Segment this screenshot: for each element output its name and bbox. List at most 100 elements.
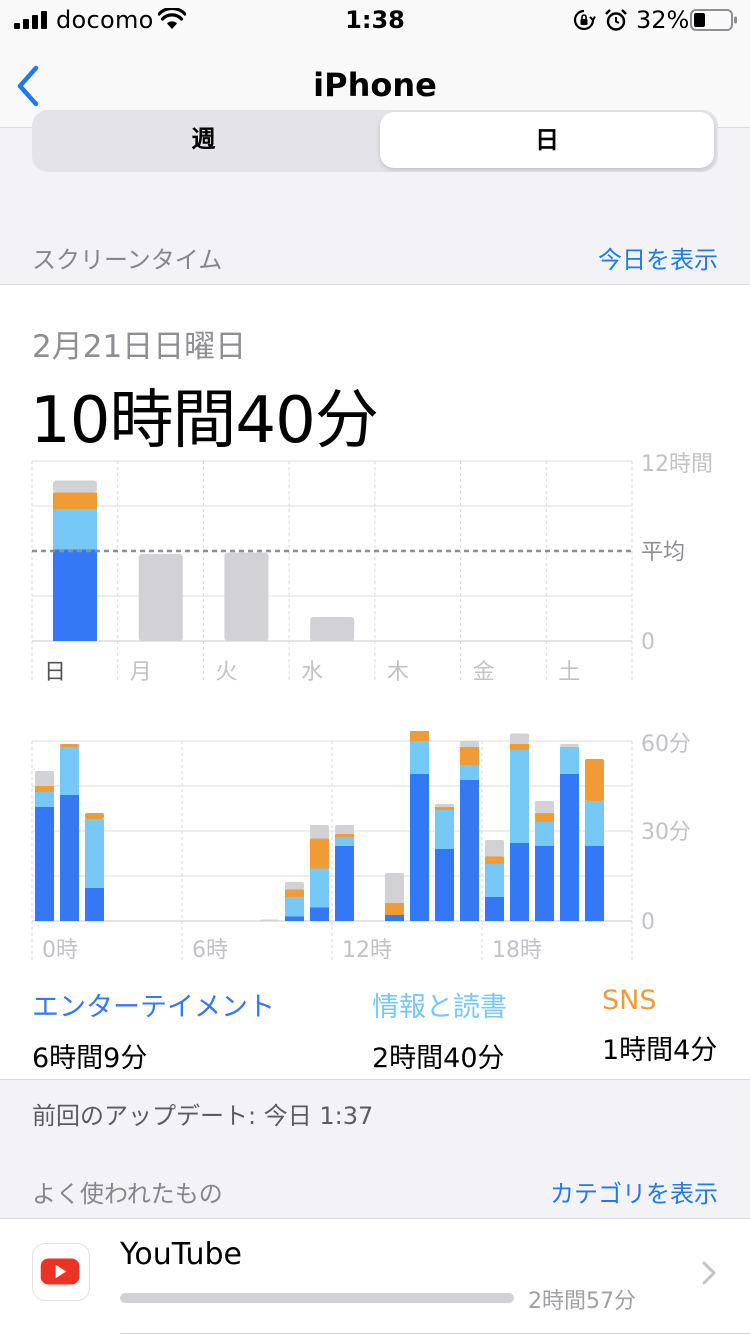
show-today-link[interactable]: 今日を表示 (598, 246, 718, 274)
bar-segment (310, 868, 329, 908)
total-screen-time: 10時間40分 (30, 384, 379, 458)
bar-segment (35, 771, 54, 786)
bar-segment (585, 846, 604, 921)
bar-segment (285, 889, 304, 897)
bar-segment (310, 617, 355, 641)
battery-percentage: 32% (636, 6, 690, 34)
bar-segment (60, 795, 79, 921)
bar-segment (53, 509, 97, 550)
bar-segment (310, 907, 329, 921)
most-used-header: よく使われたもの (32, 1180, 223, 1208)
signal-icon (14, 11, 47, 29)
page-title: iPhone (313, 66, 437, 104)
category-entertainment: エンターテイメント 6時間9分 (32, 985, 275, 1075)
category-time: 2時間40分 (372, 1043, 505, 1074)
bar-segment (224, 552, 269, 641)
day-label: 金 (473, 660, 495, 681)
app-usage-time: 2時間57分 (528, 1289, 636, 1314)
bar-segment (410, 774, 429, 921)
bar-segment (310, 825, 329, 839)
x-tick-label: 18時 (492, 938, 542, 963)
category-time: 1時間4分 (602, 1035, 718, 1066)
category-name: エンターテイメント (32, 992, 275, 1023)
day-label: 木 (387, 660, 409, 681)
bar-segment (85, 888, 104, 921)
y-tick-label: 12時間 (641, 452, 713, 477)
bar-segment (335, 846, 354, 921)
category-name: SNS (602, 985, 657, 1016)
hourly-usage-chart[interactable]: 0時 6時 12時 18時 60分 30分 0 (0, 731, 750, 981)
bar-segment (535, 822, 554, 846)
bar-segment (510, 750, 529, 843)
day-label: 土 (558, 660, 580, 681)
battery-icon (690, 9, 737, 31)
bar-segment (85, 819, 104, 888)
bar-segment (410, 731, 429, 741)
bar-segment (535, 813, 554, 822)
bar-segment (510, 744, 529, 750)
x-tick-label: 6時 (192, 938, 228, 963)
bar-segment (560, 744, 579, 747)
app-name: YouTube (120, 1237, 242, 1272)
rotation-lock-icon (573, 9, 596, 31)
y-tick-label: 60分 (641, 732, 691, 757)
segment-day[interactable]: 日 (380, 112, 714, 168)
bar-segment (335, 825, 354, 834)
youtube-icon (32, 1243, 90, 1301)
bar-segment (385, 915, 404, 921)
app-row-youtube[interactable]: YouTube 2時間57分 (0, 1218, 750, 1334)
bar-segment (435, 804, 454, 807)
day-label: 月 (130, 660, 152, 681)
y-tick-label: 0 (641, 910, 655, 935)
app-usage-bar (120, 1293, 514, 1303)
bar-segment (485, 840, 504, 857)
bar-segment (510, 733, 529, 744)
bar-segment (85, 813, 104, 819)
bar-segment (535, 801, 554, 813)
bar-segment (410, 741, 429, 774)
alarm-icon (605, 9, 627, 31)
x-tick-label: 12時 (342, 938, 392, 963)
screen-time-card: 2月21日日曜日 10時間40分 日 月 火 水 木 金 土 12時間 平均 0 0時 6時 12時 1… (0, 284, 750, 1080)
day-label: 日 (44, 660, 66, 681)
bar-segment (60, 747, 79, 795)
bar-segment (35, 807, 54, 921)
day-label: 火 (215, 660, 237, 681)
chevron-left-icon[interactable] (14, 64, 42, 108)
bar-segment (560, 774, 579, 921)
screen-time-header: スクリーンタイム (32, 246, 223, 274)
bar-segment (285, 897, 304, 917)
show-categories-link[interactable]: カテゴリを表示 (550, 1180, 718, 1208)
bar-segment (260, 919, 279, 921)
bar-segment (385, 903, 404, 915)
date-label: 2月21日日曜日 (32, 329, 247, 365)
bar-segment (385, 873, 404, 903)
category-time: 6時間9分 (32, 1043, 148, 1074)
category-name: 情報と読書 (372, 992, 507, 1023)
bar-segment (335, 834, 354, 837)
bar-segment (460, 765, 479, 780)
bar-segment (435, 849, 454, 921)
carrier-name: docomo (56, 6, 154, 34)
bar-segment (60, 744, 79, 747)
bar-segment (285, 882, 304, 890)
bar-segment (310, 838, 329, 869)
status-bar: docomo 1:38 32% (0, 0, 750, 40)
x-tick-label: 0時 (42, 938, 78, 963)
bar-segment (560, 747, 579, 774)
bar-segment (585, 759, 604, 801)
bar-segment (510, 843, 529, 921)
bar-segment (585, 801, 604, 846)
bar-segment (460, 747, 479, 765)
segment-week[interactable]: 週 (191, 125, 216, 153)
category-sns: SNS 1時間4分 (602, 985, 717, 1067)
chevron-right-icon (702, 1261, 716, 1285)
bar-segment (435, 807, 454, 810)
bar-segment (485, 897, 504, 921)
bar-segment (35, 792, 54, 807)
y-tick-label: 0 (641, 630, 655, 655)
bar-segment (35, 786, 54, 792)
y-tick-label: 30分 (641, 820, 691, 845)
bar-segment (138, 554, 183, 641)
